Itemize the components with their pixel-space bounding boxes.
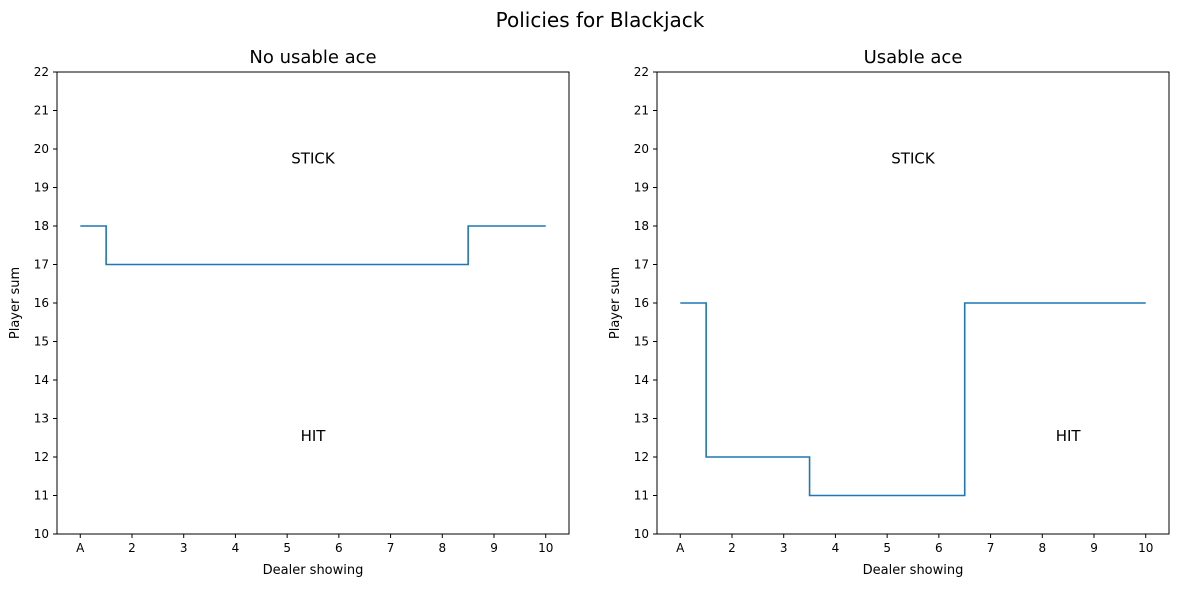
y-tick-label: 12 [634, 450, 649, 464]
x-tick-label: 4 [232, 541, 240, 555]
figure-title: Policies for Blackjack [495, 8, 705, 32]
y-axis-label: Player sum [608, 267, 623, 339]
y-tick-label: 11 [634, 489, 649, 503]
chart-no-usable-ace: No usable ace A 2 3 4 5 6 7 8 9 10 10 11 12 13 14 15 16 17… [8, 47, 570, 578]
policy-line [80, 225, 546, 266]
y-tick-label: 16 [634, 296, 649, 310]
annotation-stick: STICK [891, 150, 936, 168]
y-tick-label: 17 [634, 258, 649, 272]
chart-usable-ace: Usable ace A 2 3 4 5 6 7 8 9 10 10 11 12 13 14 15 16 17 18 1… [608, 47, 1170, 578]
y-tick-label: 21 [634, 104, 649, 118]
x-tick-label: 6 [935, 541, 943, 555]
x-tick-label: 8 [1038, 541, 1046, 555]
x-tick-label: 5 [883, 541, 891, 555]
y-tick-label: 13 [34, 412, 49, 426]
y-tick-label: 13 [634, 412, 649, 426]
y-tick-label: 14 [634, 373, 649, 387]
y-tick-label: 19 [34, 181, 49, 195]
y-tick-label: 20 [634, 142, 649, 156]
x-tick-label: 10 [538, 541, 553, 555]
annotation-stick: STICK [291, 150, 336, 168]
x-axis-label: Dealer showing [863, 563, 964, 578]
x-tick-label: 9 [490, 541, 498, 555]
y-tick-label: 22 [634, 65, 649, 79]
x-axis-label: Dealer showing [263, 563, 364, 578]
y-tick-label: 20 [34, 142, 49, 156]
chart-title: No usable ace [249, 47, 376, 68]
y-tick-label: 15 [634, 335, 649, 349]
x-tick-label: 7 [987, 541, 995, 555]
y-tick-label: 12 [34, 450, 49, 464]
y-tick-label: 10 [634, 527, 649, 541]
y-tick-label: 11 [34, 489, 49, 503]
y-tick-label: 19 [634, 181, 649, 195]
y-tick-label: 18 [34, 219, 49, 233]
x-tick-label: 8 [438, 541, 446, 555]
annotation-hit: HIT [301, 427, 327, 445]
x-tick-label: 3 [180, 541, 188, 555]
x-tick-label: 5 [283, 541, 291, 555]
y-tick-label: 10 [34, 527, 49, 541]
y-tick-label: 18 [634, 219, 649, 233]
x-tick-label: 2 [128, 541, 136, 555]
y-tick-label: 21 [34, 104, 49, 118]
y-tick-label: 16 [34, 296, 49, 310]
x-tick-label: 6 [335, 541, 343, 555]
x-tick-label: 7 [387, 541, 395, 555]
x-tick-label: A [676, 541, 685, 555]
x-tick-label: A [76, 541, 85, 555]
y-axis-label: Player sum [8, 267, 23, 339]
x-tick-label: 9 [1090, 541, 1098, 555]
chart-title: Usable ace [864, 47, 963, 68]
policy-line [680, 302, 1146, 497]
plot-frame [56, 71, 570, 535]
y-tick-label: 22 [34, 65, 49, 79]
x-tick-label: 3 [780, 541, 788, 555]
x-tick-label: 2 [728, 541, 736, 555]
y-tick-label: 17 [34, 258, 49, 272]
x-tick-label: 4 [832, 541, 840, 555]
y-tick-label: 14 [34, 373, 49, 387]
annotation-hit: HIT [1056, 427, 1082, 445]
x-tick-label: 10 [1138, 541, 1153, 555]
y-tick-label: 15 [34, 335, 49, 349]
